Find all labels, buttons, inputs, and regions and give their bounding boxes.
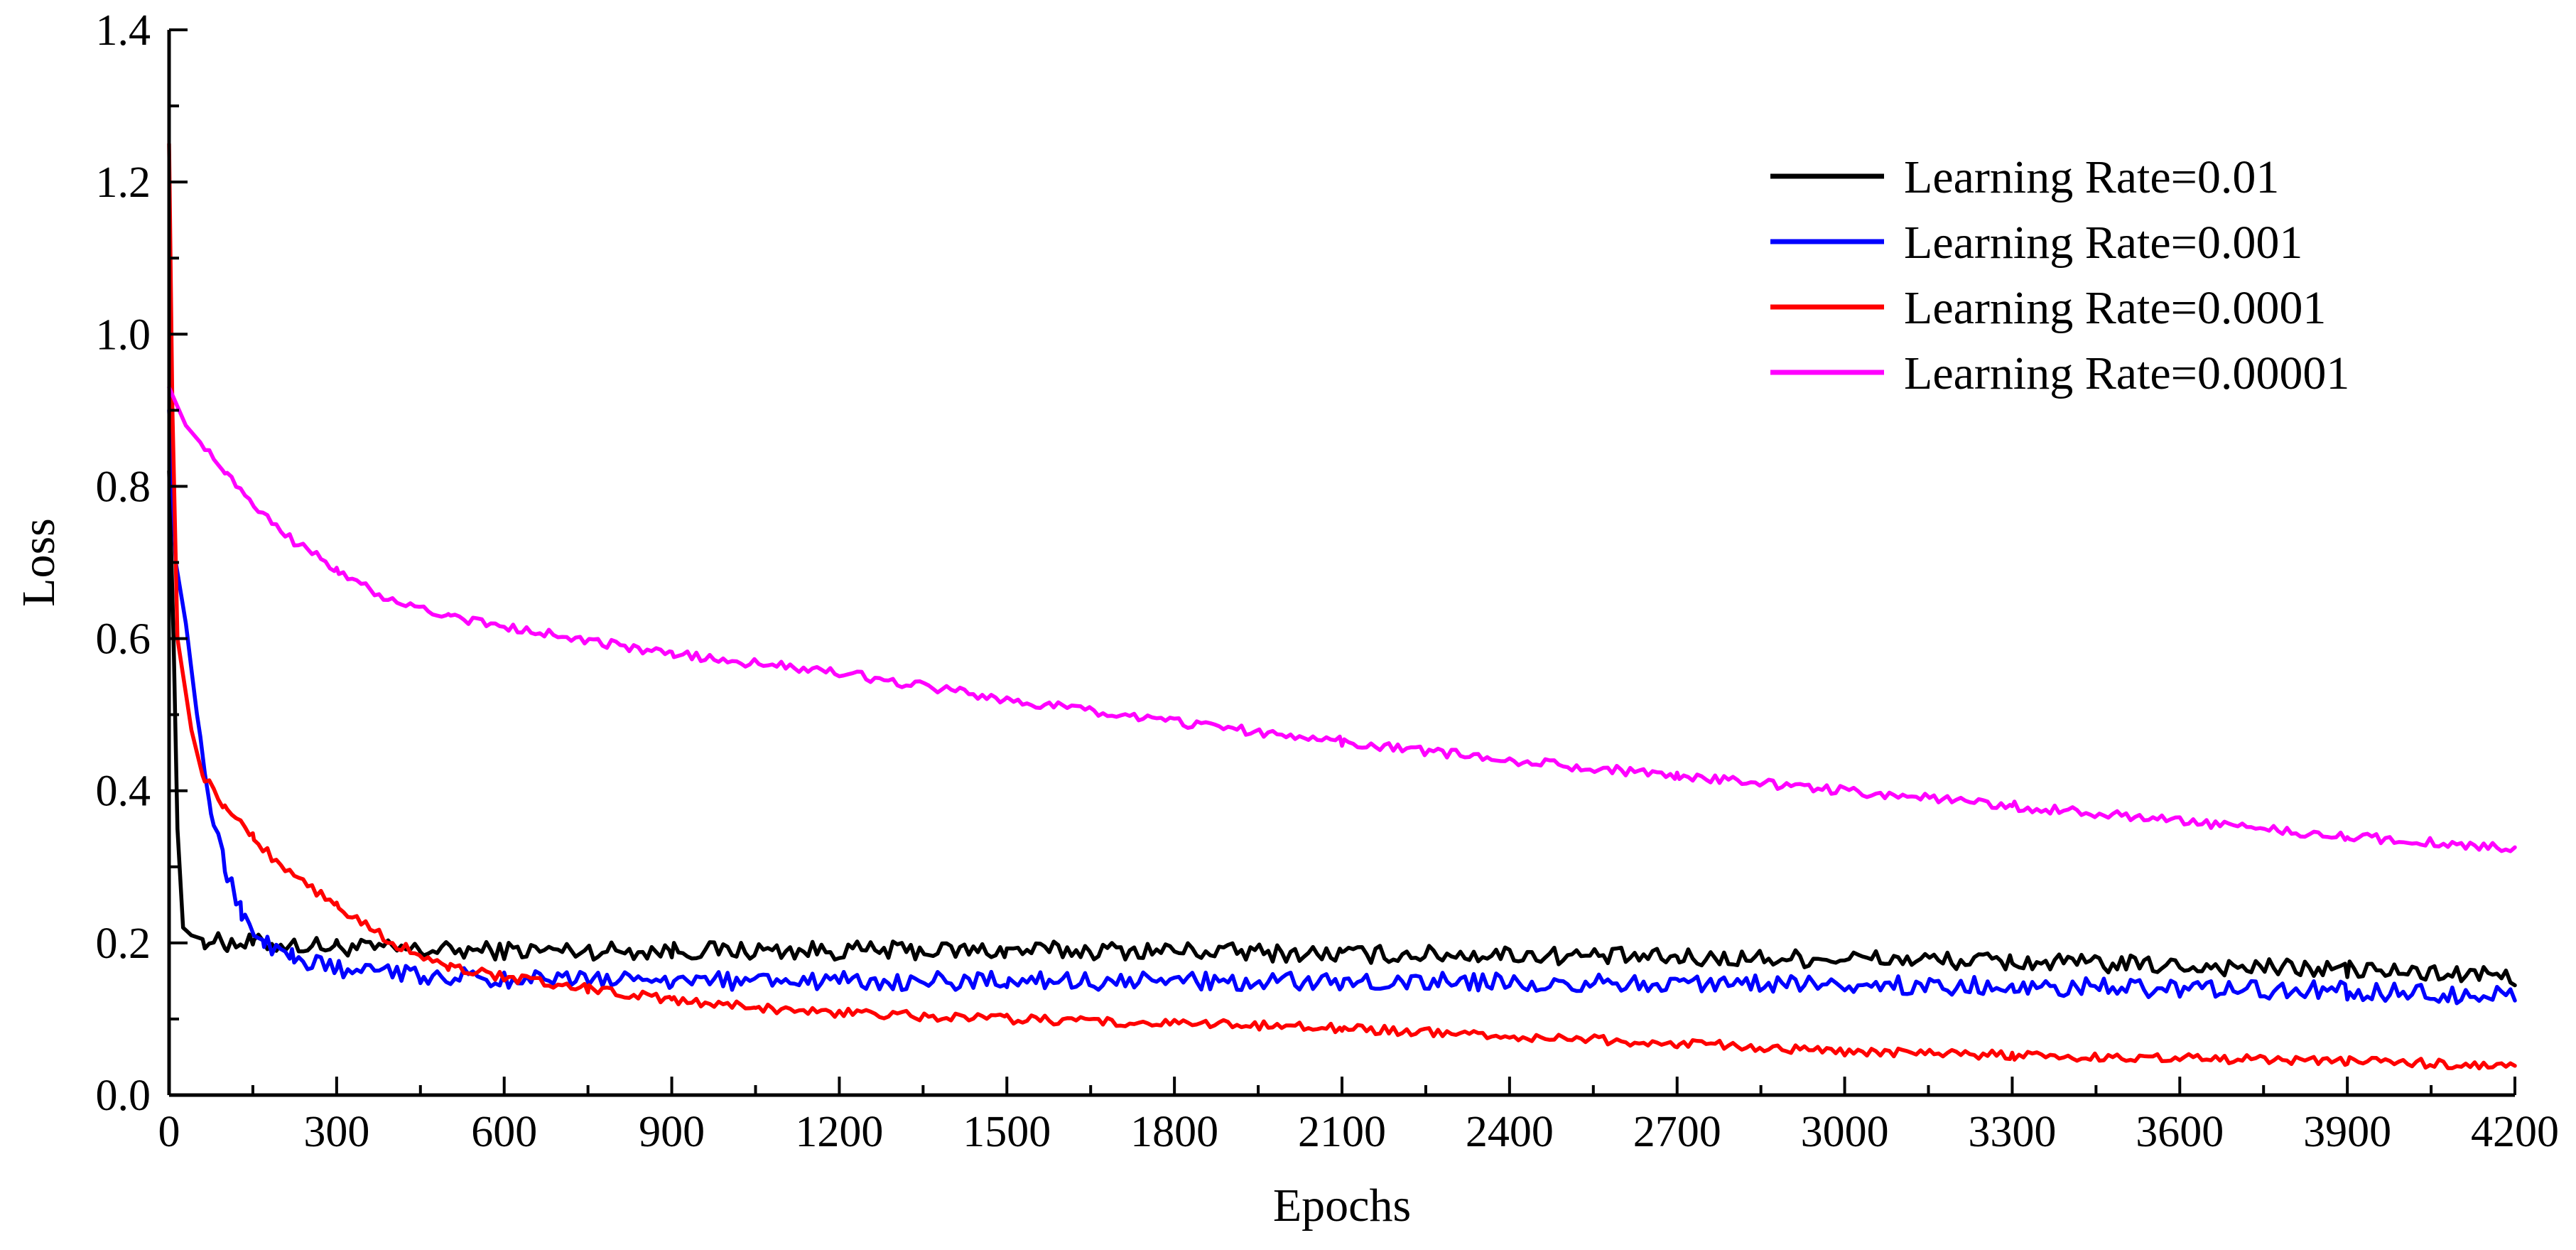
x-tick-label: 2100: [1298, 1108, 1386, 1156]
series-line-3: [167, 141, 2517, 1071]
legend-label: Learning Rate=0.00001: [1904, 347, 2349, 399]
legend-label: Learning Rate=0.0001: [1904, 282, 2326, 334]
y-tick-label: 0.0: [96, 1072, 151, 1120]
x-tick-label: 300: [303, 1108, 369, 1156]
y-tick-label: 0.6: [96, 615, 151, 664]
series-line-4: [167, 385, 2517, 853]
legend-label: Learning Rate=0.001: [1904, 217, 2302, 269]
legend: Learning Rate=0.01 Learning Rate=0.001 Lea…: [1770, 151, 2349, 399]
series-line-2: [167, 408, 2517, 1006]
x-tick-label: 0: [158, 1108, 180, 1156]
x-tick-label: 2400: [1466, 1108, 1554, 1156]
series-layer: [167, 141, 2517, 1071]
y-tick-label: 0.4: [96, 767, 151, 816]
x-tick-label: 3000: [1801, 1108, 1889, 1156]
x-tick-label: 3300: [1968, 1108, 2056, 1156]
x-tick-label: 4200: [2471, 1108, 2559, 1156]
x-tick-label: 900: [639, 1108, 705, 1156]
x-tick-label: 3900: [2303, 1108, 2391, 1156]
y-tick-label: 1.2: [96, 158, 151, 207]
y-tick-label: 1.4: [96, 6, 151, 55]
legend-label: Learning Rate=0.01: [1904, 151, 2279, 203]
x-tick-label: 1500: [963, 1108, 1051, 1156]
x-tick-label: 2700: [1633, 1108, 1721, 1156]
x-axis-title: Epochs: [1273, 1180, 1411, 1232]
y-tick-label: 0.2: [96, 920, 151, 968]
x-tick-label: 1200: [795, 1108, 883, 1156]
x-ticks: 0 300 600 900 1200 1500 1800 2100 2400 2700 3000 33…: [158, 1077, 2559, 1156]
x-tick-label: 600: [471, 1108, 537, 1156]
x-tick-label: 1800: [1130, 1108, 1218, 1156]
y-ticks: 0.0 0.2 0.4 0.6 0.8 1.0 1.2 1.4: [96, 6, 188, 1120]
y-tick-label: 0.8: [96, 463, 151, 511]
x-tick-label: 3600: [2136, 1108, 2224, 1156]
y-axis-title: Loss: [13, 518, 65, 607]
series-line-1: [167, 469, 2517, 988]
y-tick-label: 1.0: [96, 311, 151, 359]
